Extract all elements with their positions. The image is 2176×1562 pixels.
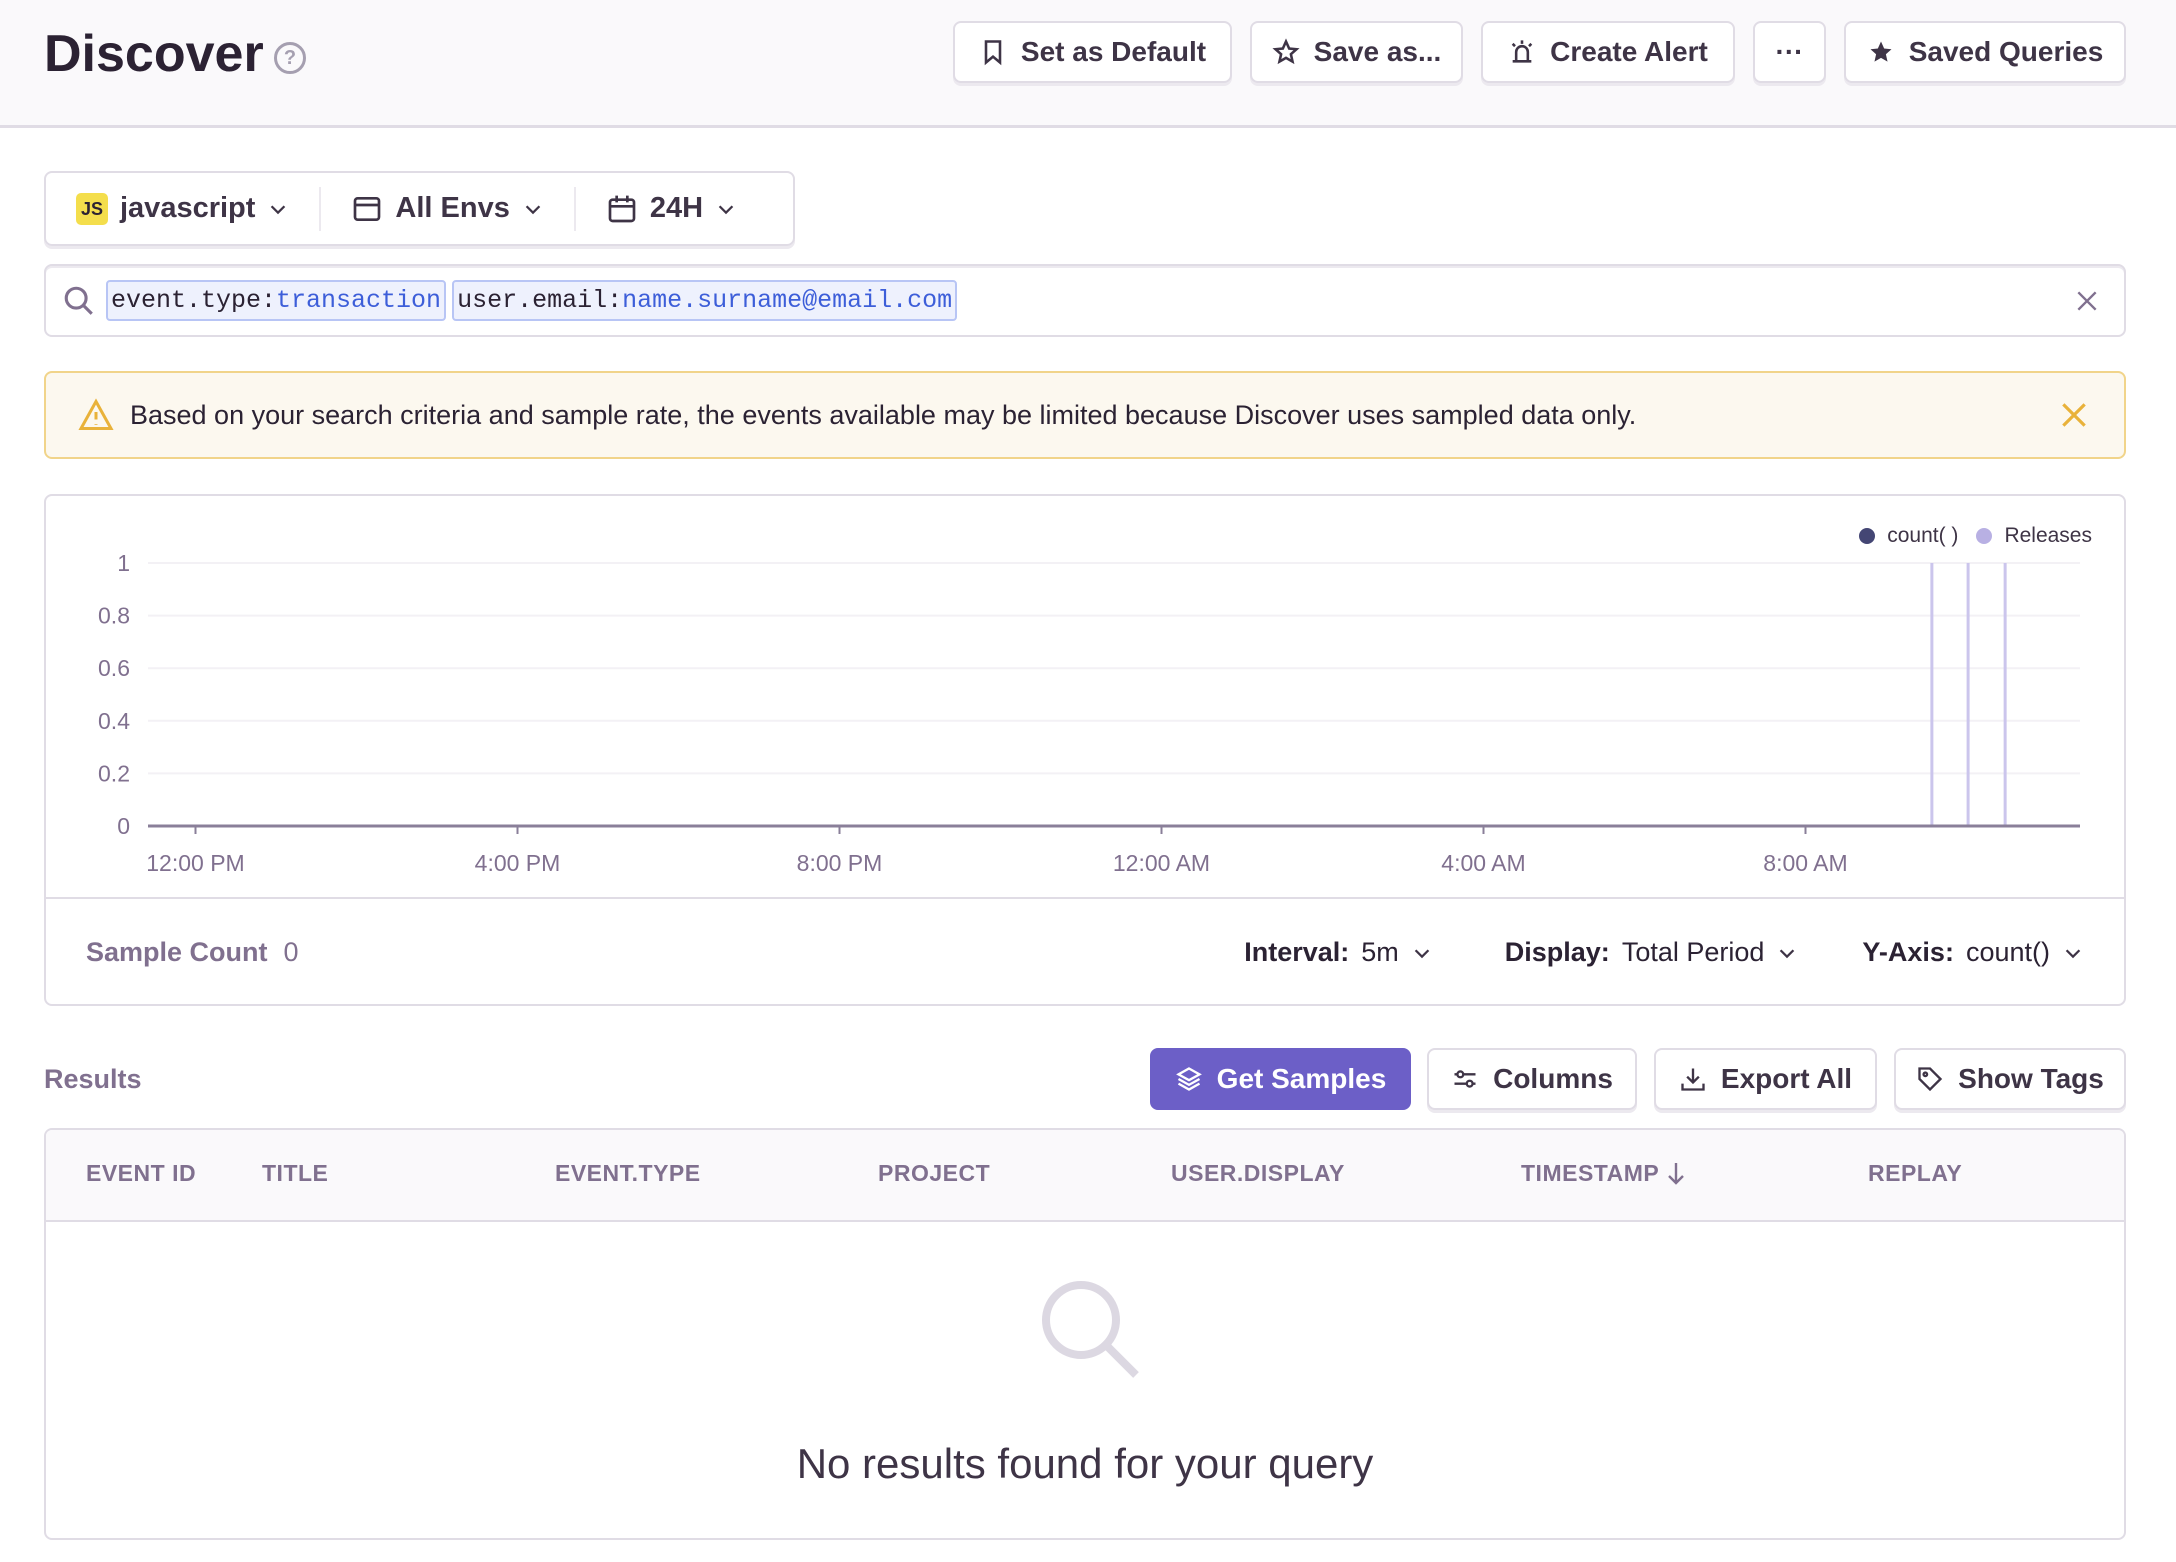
project-selector[interactable]: JS javascript xyxy=(46,187,319,231)
sliders-icon xyxy=(1454,1070,1476,1088)
chevron-down-icon xyxy=(2065,948,2081,958)
events-chart[interactable]: 0 0.2 0.4 0.6 0.8 1 12:00 PM 4:00 PM 8:00 PM 12:0… xyxy=(46,496,2124,896)
more-options-button[interactable]: ··· xyxy=(1753,21,1826,83)
x-tick-label: 12:00 PM xyxy=(146,850,244,876)
sample-count-label: Sample Count xyxy=(86,937,268,967)
close-icon[interactable] xyxy=(2058,399,2090,431)
x-tick-label: 4:00 PM xyxy=(475,850,561,876)
create-alert-button[interactable]: Create Alert xyxy=(1481,21,1735,83)
chevron-down-icon xyxy=(271,204,286,214)
legend-releases[interactable]: Releases xyxy=(2004,524,2092,547)
export-all-button[interactable]: Export All xyxy=(1654,1048,1877,1110)
chevron-down-icon xyxy=(1780,948,1795,958)
x-tick-label: 8:00 AM xyxy=(1763,850,1847,876)
saved-queries-button[interactable]: Saved Queries xyxy=(1844,21,2126,83)
sample-count-value: 0 xyxy=(283,937,299,967)
column-header[interactable]: EVENT.TYPE xyxy=(555,1160,701,1186)
y-tick-label: 0.4 xyxy=(98,708,130,734)
chevron-down-icon xyxy=(1414,948,1429,958)
interval-selector[interactable]: Interval: 5m xyxy=(1244,937,1433,968)
results-table: EVENT ID TITLE EVENT.TYPE PROJECT USER.D… xyxy=(44,1128,2126,1540)
column-header[interactable]: PROJECT xyxy=(878,1160,991,1186)
y-tick-label: 1 xyxy=(117,550,130,576)
download-icon xyxy=(1681,1068,1705,1091)
stack-icon xyxy=(1175,1067,1202,1091)
y-tick-label: 0.2 xyxy=(98,760,130,786)
column-header[interactable]: USER.DISPLAY xyxy=(1171,1160,1345,1186)
display-selector[interactable]: Display: Total Period xyxy=(1505,937,1799,968)
legend-dot-releases xyxy=(1976,528,1993,544)
bookmark-icon xyxy=(984,40,1002,66)
tag-icon xyxy=(1918,1067,1943,1092)
table-header: EVENT ID TITLE EVENT.TYPE PROJECT USER.D… xyxy=(46,1130,2124,1222)
search-token[interactable]: user.email:name.surname@email.com xyxy=(452,280,958,321)
y-tick-label: 0 xyxy=(117,813,130,839)
calendar-icon xyxy=(608,195,636,222)
y-tick-label: 0.8 xyxy=(98,603,130,629)
chart-panel: count( ) Releases 0 0.2 0.4 0.6 0.8 1 12:00 PM… xyxy=(44,494,2126,1006)
column-header[interactable]: EVENT ID xyxy=(86,1160,197,1186)
arrow-down-icon xyxy=(1667,1163,1684,1185)
search-input[interactable]: event.type:transaction user.email:name.s… xyxy=(44,264,2126,337)
date-range-selector[interactable]: 24H xyxy=(573,186,767,231)
window-icon xyxy=(354,196,381,221)
page-title: Discover xyxy=(44,25,264,83)
star-filled-icon xyxy=(1870,41,1892,62)
sampling-warning-alert: Based on your search criteria and sample… xyxy=(44,371,2126,459)
chart-legend: count( ) Releases xyxy=(1859,524,2092,548)
page-filter-bar: JS javascript All Envs 24H xyxy=(44,171,795,246)
y-tick-label: 0.6 xyxy=(98,655,130,681)
search-token[interactable]: event.type:transaction xyxy=(106,280,447,321)
javascript-icon: JS xyxy=(76,192,108,225)
get-samples-button[interactable]: Get Samples xyxy=(1150,1048,1411,1110)
search-icon xyxy=(64,286,93,315)
star-outline-icon xyxy=(1272,38,1300,65)
set-as-default-button[interactable]: Set as Default xyxy=(953,21,1232,83)
chevron-down-icon xyxy=(525,204,541,214)
empty-search-icon xyxy=(1042,1281,1139,1378)
column-header-timestamp[interactable]: TIMESTAMP xyxy=(1521,1160,1686,1187)
x-tick-label: 4:00 AM xyxy=(1441,850,1525,876)
empty-state-message: No results found for your query xyxy=(796,1440,1374,1487)
show-tags-button[interactable]: Show Tags xyxy=(1894,1048,2126,1110)
column-header[interactable]: TITLE xyxy=(262,1160,329,1186)
clear-search-icon[interactable] xyxy=(2074,288,2100,314)
chevron-down-icon xyxy=(718,204,734,214)
question-circle-icon[interactable]: ? xyxy=(274,42,306,74)
legend-count[interactable]: count( ) xyxy=(1887,524,1959,547)
save-as-button[interactable]: Save as... xyxy=(1250,21,1463,83)
column-header[interactable]: REPLAY xyxy=(1868,1160,1963,1186)
columns-button[interactable]: Columns xyxy=(1427,1048,1637,1110)
environment-selector[interactable]: All Envs xyxy=(319,186,573,231)
x-tick-label: 8:00 PM xyxy=(797,850,883,876)
y-axis-selector[interactable]: Y-Axis: count() xyxy=(1862,937,2084,968)
chart-footer: Sample Count 0 Interval: 5m Display: Total… xyxy=(46,897,2124,1006)
x-tick-label: 12:00 AM xyxy=(1113,850,1210,876)
siren-icon xyxy=(1511,40,1533,63)
results-heading: Results xyxy=(44,1064,142,1094)
legend-dot-count xyxy=(1859,528,1876,544)
ellipsis-icon: ··· xyxy=(1775,36,1804,67)
warning-icon xyxy=(78,398,114,430)
